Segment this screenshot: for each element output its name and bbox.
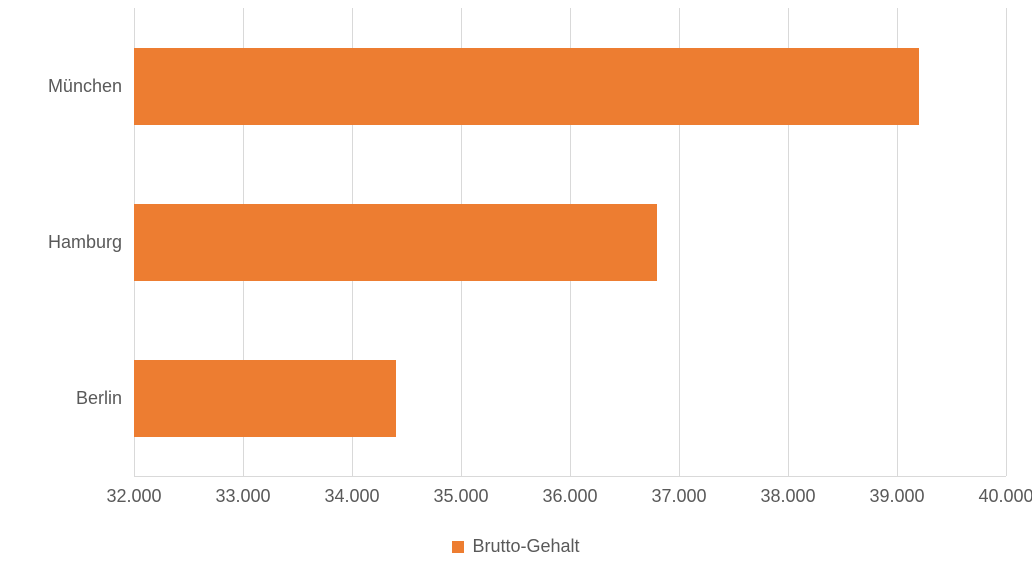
x-axis-tick-label: 38.000 [760, 486, 815, 507]
x-axis-tick-label: 36.000 [542, 486, 597, 507]
x-axis-tick-label: 32.000 [106, 486, 161, 507]
bar-berlin [134, 360, 396, 437]
y-axis-label: München [0, 48, 122, 125]
x-axis-tick-label: 34.000 [324, 486, 379, 507]
x-axis-tick-label: 35.000 [433, 486, 488, 507]
bar-hamburg [134, 204, 657, 281]
plot-area [134, 8, 1006, 477]
legend-swatch-icon [452, 541, 464, 553]
salary-bar-chart: München Hamburg Berlin 32.000 33.000 34.… [0, 0, 1032, 575]
x-axis-tick-label: 37.000 [651, 486, 706, 507]
x-axis-tick-label: 33.000 [215, 486, 270, 507]
gridline [1006, 8, 1007, 476]
y-axis-label: Berlin [0, 360, 122, 437]
legend-item: Brutto-Gehalt [452, 536, 579, 557]
bar-muenchen [134, 48, 919, 125]
x-axis-tick-label: 40.000 [978, 486, 1032, 507]
legend: Brutto-Gehalt [0, 536, 1032, 557]
legend-label: Brutto-Gehalt [472, 536, 579, 556]
y-axis-label: Hamburg [0, 204, 122, 281]
x-axis-tick-label: 39.000 [869, 486, 924, 507]
